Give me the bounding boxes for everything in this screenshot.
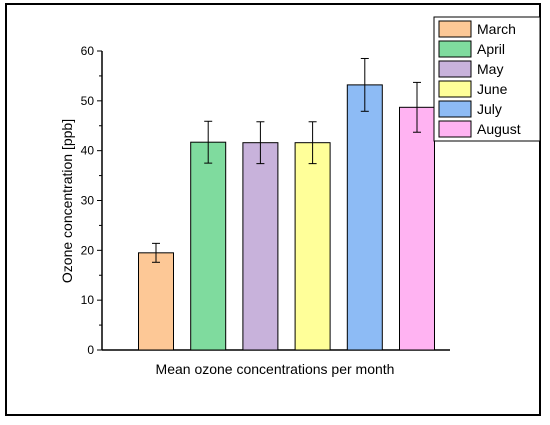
legend-swatch	[438, 80, 472, 98]
legend-swatch	[438, 20, 472, 38]
y-axis-title: Ozone concentration [ppb]	[59, 119, 75, 283]
y-tick-label: 20	[81, 243, 95, 257]
legend: March April May June July August	[433, 16, 541, 142]
y-tick-label: 60	[81, 44, 95, 58]
y-tick-label: 50	[81, 94, 95, 108]
y-tick-label: 30	[81, 194, 95, 208]
y-tick-label: 10	[81, 293, 95, 307]
y-tick-label: 40	[81, 144, 95, 158]
legend-swatch	[438, 120, 472, 138]
legend-label: June	[477, 81, 508, 97]
bars	[138, 84, 435, 351]
bar-july	[346, 84, 383, 351]
error-bars	[152, 57, 421, 263]
legend-swatch	[438, 40, 472, 58]
bar-june	[294, 142, 331, 351]
x-axis-title: Mean ozone concentrations per month	[156, 361, 395, 377]
legend-swatch	[438, 60, 472, 78]
legend-box	[433, 16, 541, 142]
bar-august	[399, 106, 435, 351]
legend-label: July	[477, 101, 502, 117]
legend-label: August	[477, 121, 521, 137]
bar-march	[138, 252, 174, 351]
legend-label: April	[477, 41, 505, 57]
legend-label: May	[477, 61, 503, 77]
y-tick-label: 0	[87, 343, 94, 357]
bar-may	[242, 142, 279, 351]
legend-swatch	[438, 100, 472, 118]
bar-april	[190, 141, 227, 351]
legend-label: March	[477, 21, 516, 37]
